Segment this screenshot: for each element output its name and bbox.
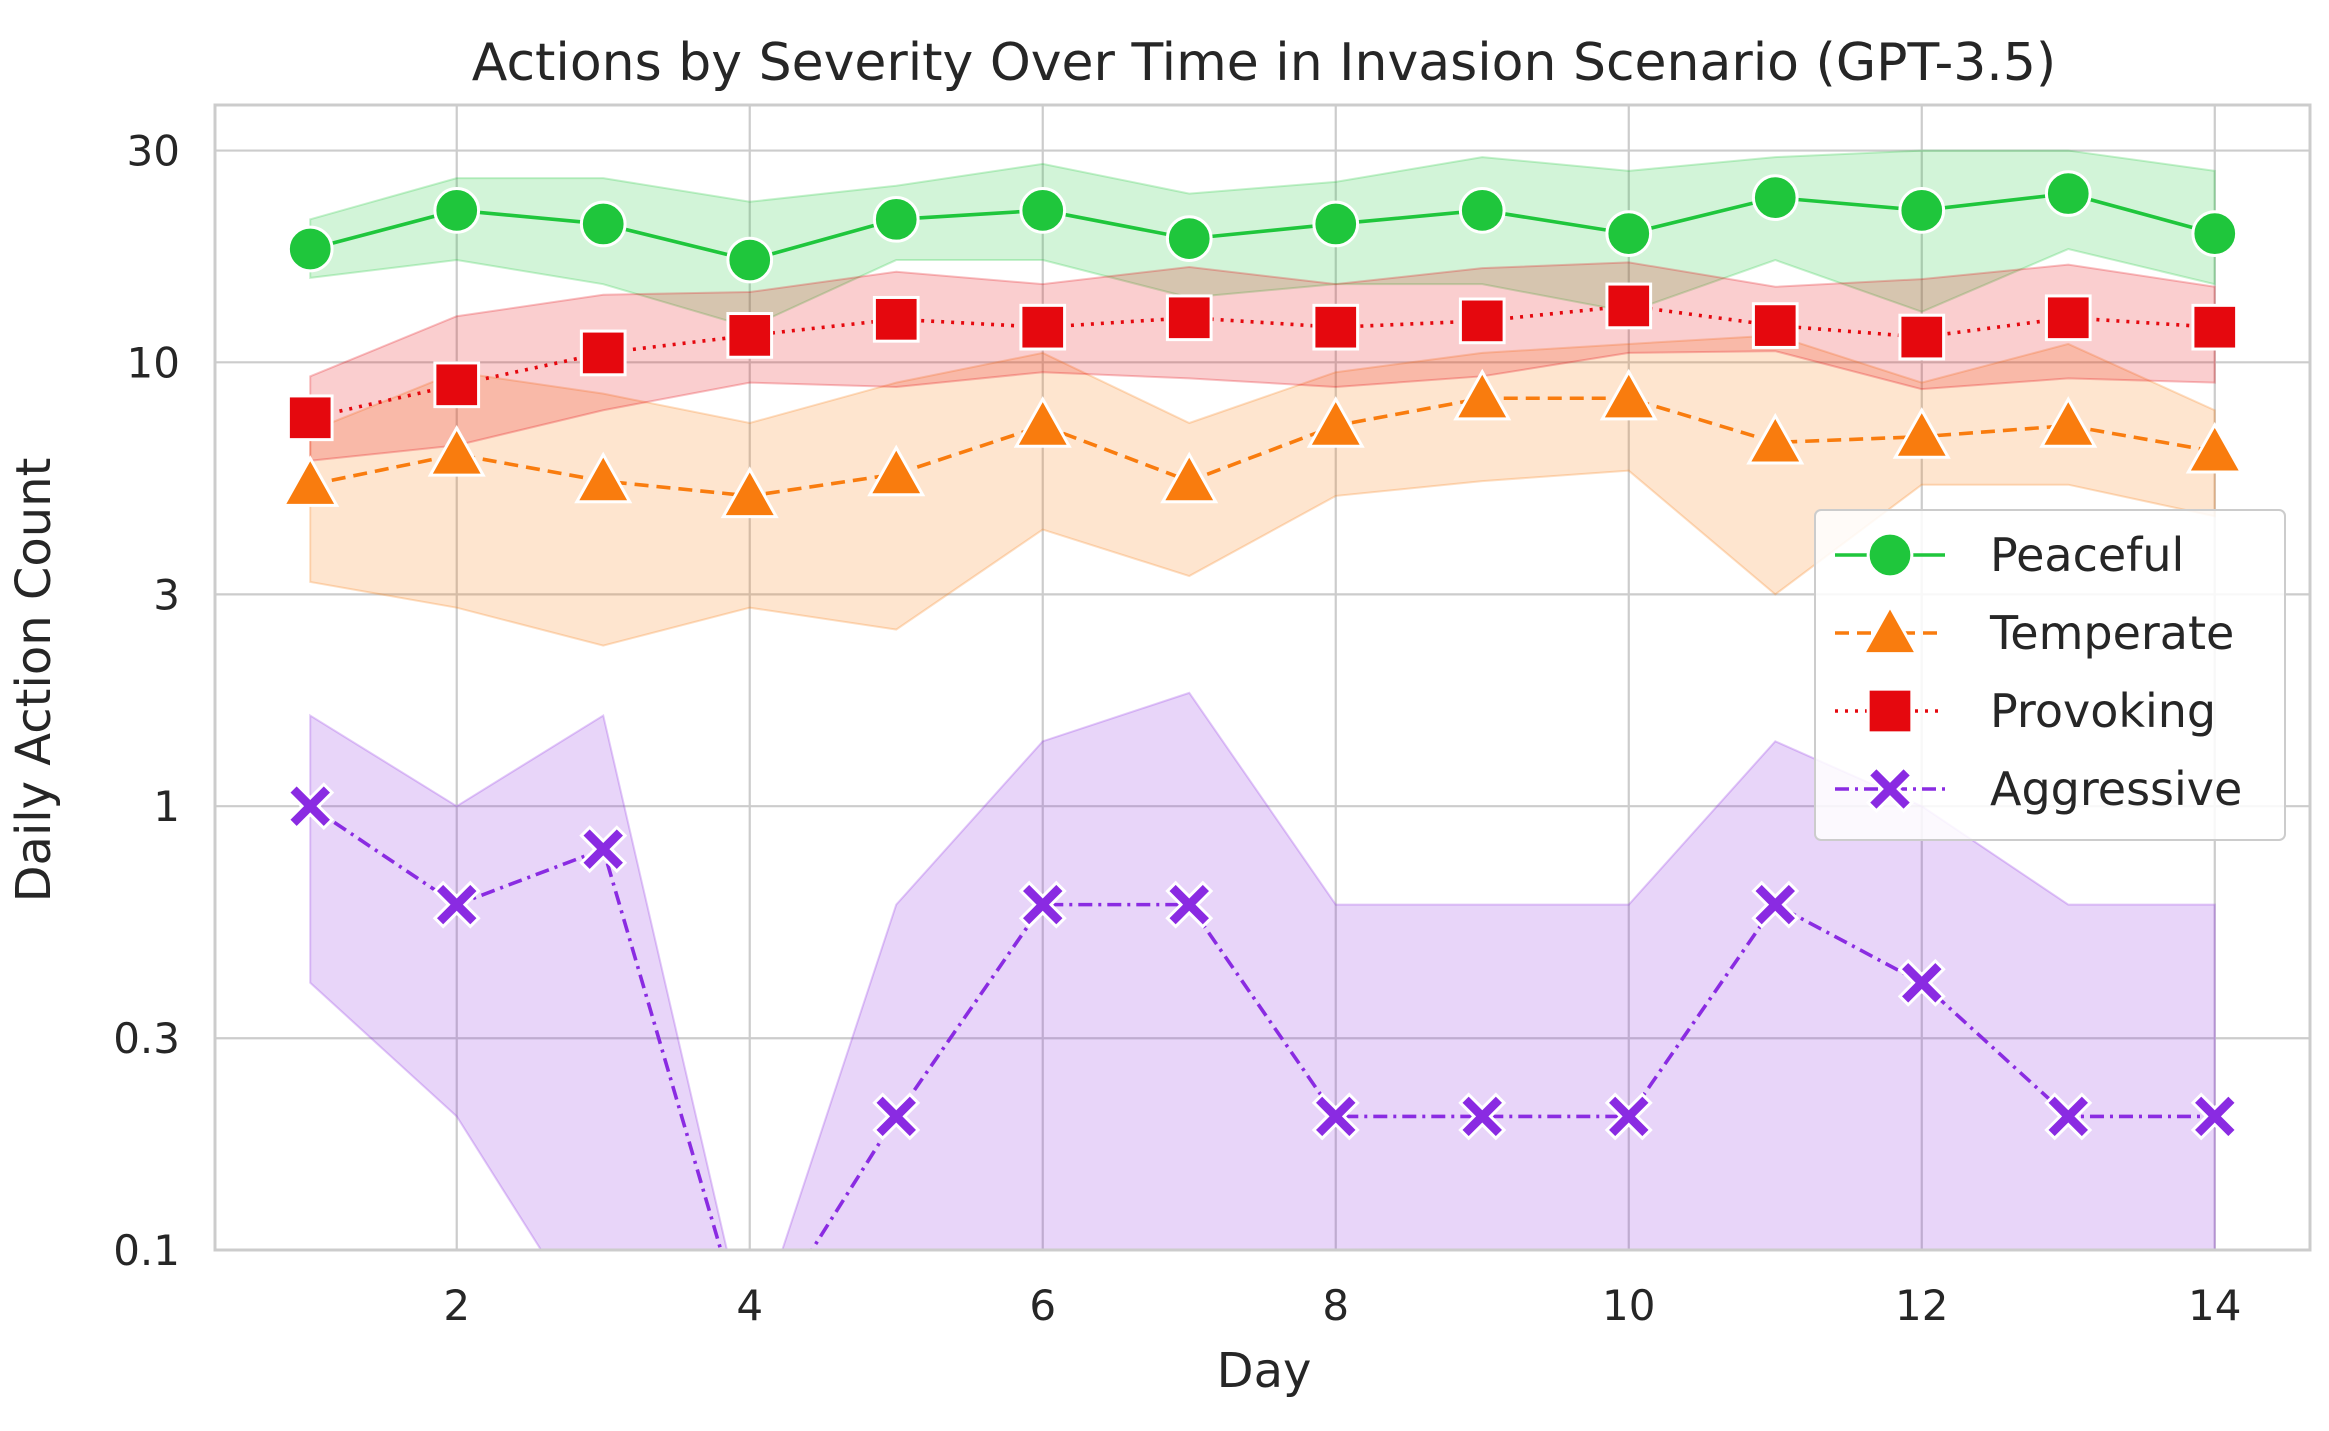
- provoking-confidence-band: [309, 261, 2216, 462]
- y-tick-label: 1: [153, 782, 180, 831]
- provoking-point: [1019, 303, 1067, 351]
- peaceful-point: [433, 186, 481, 234]
- peaceful-point: [1165, 215, 1213, 262]
- provoking-line: [309, 304, 2215, 420]
- temperate-point: [867, 444, 926, 497]
- y-tick-label: 0.1: [113, 1226, 180, 1275]
- provoking-point: [872, 295, 920, 343]
- y-tick-label: 3: [153, 570, 180, 619]
- provoking-point: [579, 329, 627, 377]
- peaceful-point: [579, 200, 627, 248]
- aggressive-point: [1897, 958, 1946, 1007]
- aggressive-point: [2190, 1092, 2239, 1141]
- provoking-point: [1312, 303, 1360, 351]
- temperate-point: [281, 455, 340, 507]
- aggressive-legend-marker: [1866, 765, 1914, 813]
- y-tick-label: 0.3: [113, 1014, 180, 1063]
- peaceful-line: [309, 191, 2216, 262]
- legend: Peaceful Temperate Provoking Aggressive: [1814, 509, 2286, 841]
- y-axis-ticks: 0.1 0.3 1 3 10 30: [113, 127, 180, 1275]
- temperate-legend-marker: [1860, 603, 1920, 656]
- x-axis-label: Day: [1217, 1343, 1312, 1399]
- confidence-bands: [309, 149, 2216, 1250]
- provoking-point: [1751, 302, 1799, 349]
- provoking-point: [1458, 297, 1506, 345]
- x-tick-label: 6: [1029, 1281, 1056, 1330]
- x-tick-label: 10: [1602, 1281, 1655, 1330]
- provoking-point: [1898, 313, 1946, 361]
- aggressive-point: [872, 1092, 921, 1141]
- series-markers: [281, 170, 2244, 1141]
- provoking-point: [2044, 294, 2092, 342]
- temperate-point: [2185, 421, 2244, 474]
- temperate-legend-label: Temperate: [1989, 606, 2234, 660]
- aggressive-line: [309, 804, 2215, 1250]
- peaceful-point: [1019, 186, 1067, 234]
- peaceful-point: [1458, 186, 1506, 234]
- peaceful-legend-marker: [1866, 531, 1914, 579]
- aggressive-point: [1311, 1092, 1360, 1141]
- temperate-point: [2039, 396, 2098, 448]
- x-axis-ticks: 2 4 6 8 10 12 14: [443, 1281, 2241, 1330]
- temperate-point: [1306, 396, 1365, 448]
- temperate-point: [1599, 368, 1658, 421]
- peaceful-legend-label: Peaceful: [1990, 528, 2184, 582]
- peaceful-point: [286, 225, 334, 273]
- provoking-legend-marker: [1866, 687, 1914, 735]
- peaceful-point: [872, 195, 920, 243]
- temperate-point: [427, 424, 486, 477]
- provoking-point: [286, 394, 334, 442]
- aggressive-point: [1604, 1092, 1653, 1141]
- temperate-line: [309, 396, 2216, 498]
- aggressive-point: [1018, 880, 1067, 929]
- peaceful-point: [1605, 210, 1653, 257]
- chart-title: Actions by Severity Over Time in Invasio…: [472, 33, 2056, 93]
- provoking-point: [726, 312, 774, 359]
- peaceful-point: [2044, 170, 2092, 217]
- temperate-point: [720, 466, 779, 519]
- peaceful-point: [1312, 200, 1360, 248]
- temperate-point: [1160, 451, 1219, 504]
- temperate-point: [574, 451, 633, 504]
- temperate-point: [1013, 396, 1072, 448]
- peaceful-point: [1751, 174, 1799, 221]
- aggressive-point: [1165, 880, 1214, 929]
- x-tick-label: 14: [2188, 1281, 2241, 1330]
- peaceful-point: [1898, 186, 1946, 234]
- x-tick-label: 2: [443, 1281, 470, 1330]
- peaceful-point: [726, 236, 774, 284]
- aggressive-confidence-band: [309, 691, 2216, 1250]
- plot-area: [213, 103, 2312, 1252]
- temperate-point: [1892, 407, 1951, 459]
- aggressive-point: [286, 782, 335, 831]
- provoking-point: [1165, 294, 1213, 342]
- aggressive-point: [432, 880, 481, 929]
- y-tick-label: 30: [127, 127, 180, 176]
- legend-box: [1814, 509, 2286, 841]
- peaceful-confidence-band: [309, 149, 2216, 329]
- peaceful-point: [2191, 210, 2239, 257]
- x-tick-label: 8: [1322, 1281, 1349, 1330]
- y-tick-label: 10: [127, 338, 180, 387]
- aggressive-legend-label: Aggressive: [1990, 762, 2242, 816]
- aggressive-point: [1751, 880, 1800, 929]
- temperate-point: [1453, 368, 1512, 421]
- aggressive-point: [2044, 1092, 2093, 1141]
- series-lines: [309, 191, 2216, 1250]
- provoking-point: [1605, 282, 1653, 330]
- x-tick-label: 4: [736, 1281, 763, 1330]
- plot-frame: [213, 103, 2312, 1252]
- temperate-point: [1746, 412, 1805, 465]
- aggressive-point: [579, 825, 628, 874]
- provoking-point: [2191, 303, 2239, 351]
- y-axis-label: Daily Action Count: [6, 458, 62, 903]
- provoking-legend-label: Provoking: [1990, 684, 2216, 738]
- aggressive-point: [1458, 1092, 1507, 1141]
- provoking-point: [433, 361, 481, 409]
- x-tick-label: 12: [1895, 1281, 1948, 1330]
